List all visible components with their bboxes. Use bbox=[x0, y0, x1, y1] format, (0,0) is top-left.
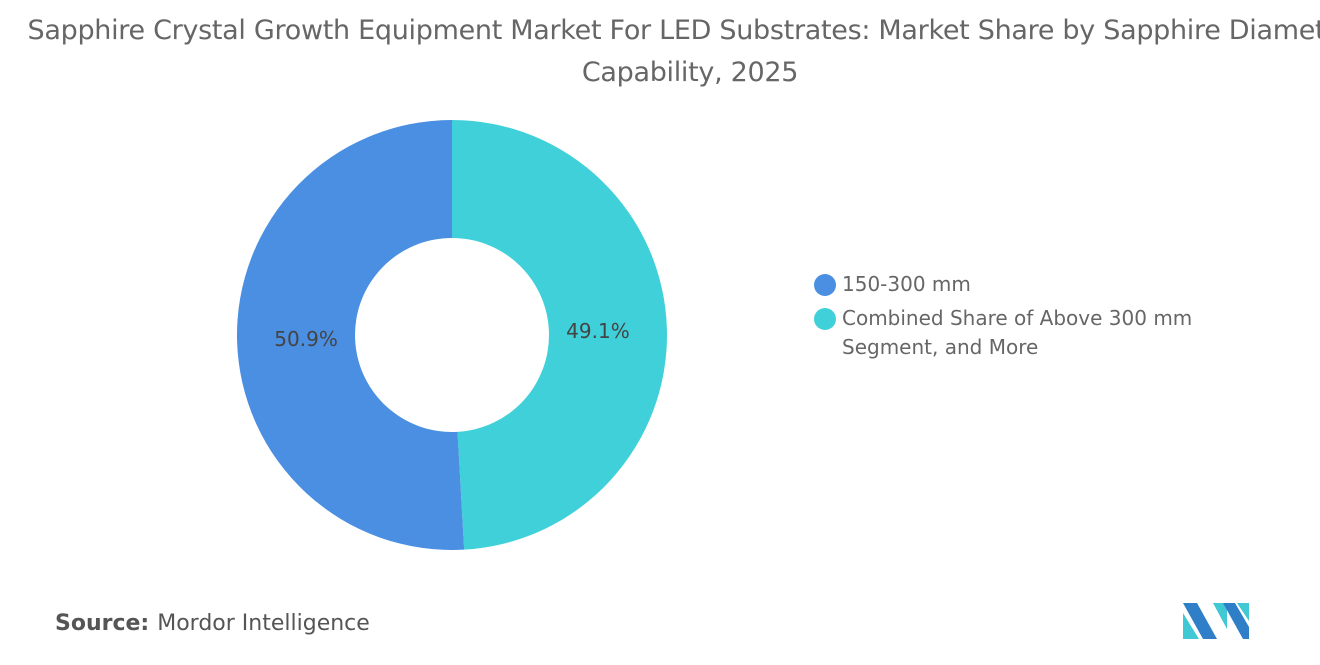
legend-item-above-300mm: Combined Share of Above 300 mm Segment, … bbox=[814, 304, 1202, 362]
legend-label: 150-300 mm bbox=[842, 272, 971, 296]
legend-item-150-300mm: 150-300 mm bbox=[814, 270, 1202, 299]
slice-data-label: 49.1% bbox=[566, 319, 630, 343]
legend-swatch bbox=[814, 308, 836, 330]
slice-data-label: 50.9% bbox=[274, 327, 338, 351]
legend: 150-300 mm Combined Share of Above 300 m… bbox=[814, 270, 1202, 367]
donut-slice-0 bbox=[452, 120, 667, 550]
legend-swatch bbox=[814, 274, 836, 296]
legend-label: Combined Share of Above 300 mm Segment, … bbox=[842, 306, 1193, 359]
source-value: Mordor Intelligence bbox=[157, 611, 370, 636]
chart-title: Sapphire Crystal Growth Equipment Market… bbox=[27, 15, 1320, 88]
source-note: Source: Mordor Intelligence bbox=[55, 611, 370, 636]
donut-slice-1 bbox=[236, 120, 465, 550]
mordor-intelligence-logo bbox=[1183, 603, 1249, 639]
source-label: Source: bbox=[55, 611, 150, 636]
